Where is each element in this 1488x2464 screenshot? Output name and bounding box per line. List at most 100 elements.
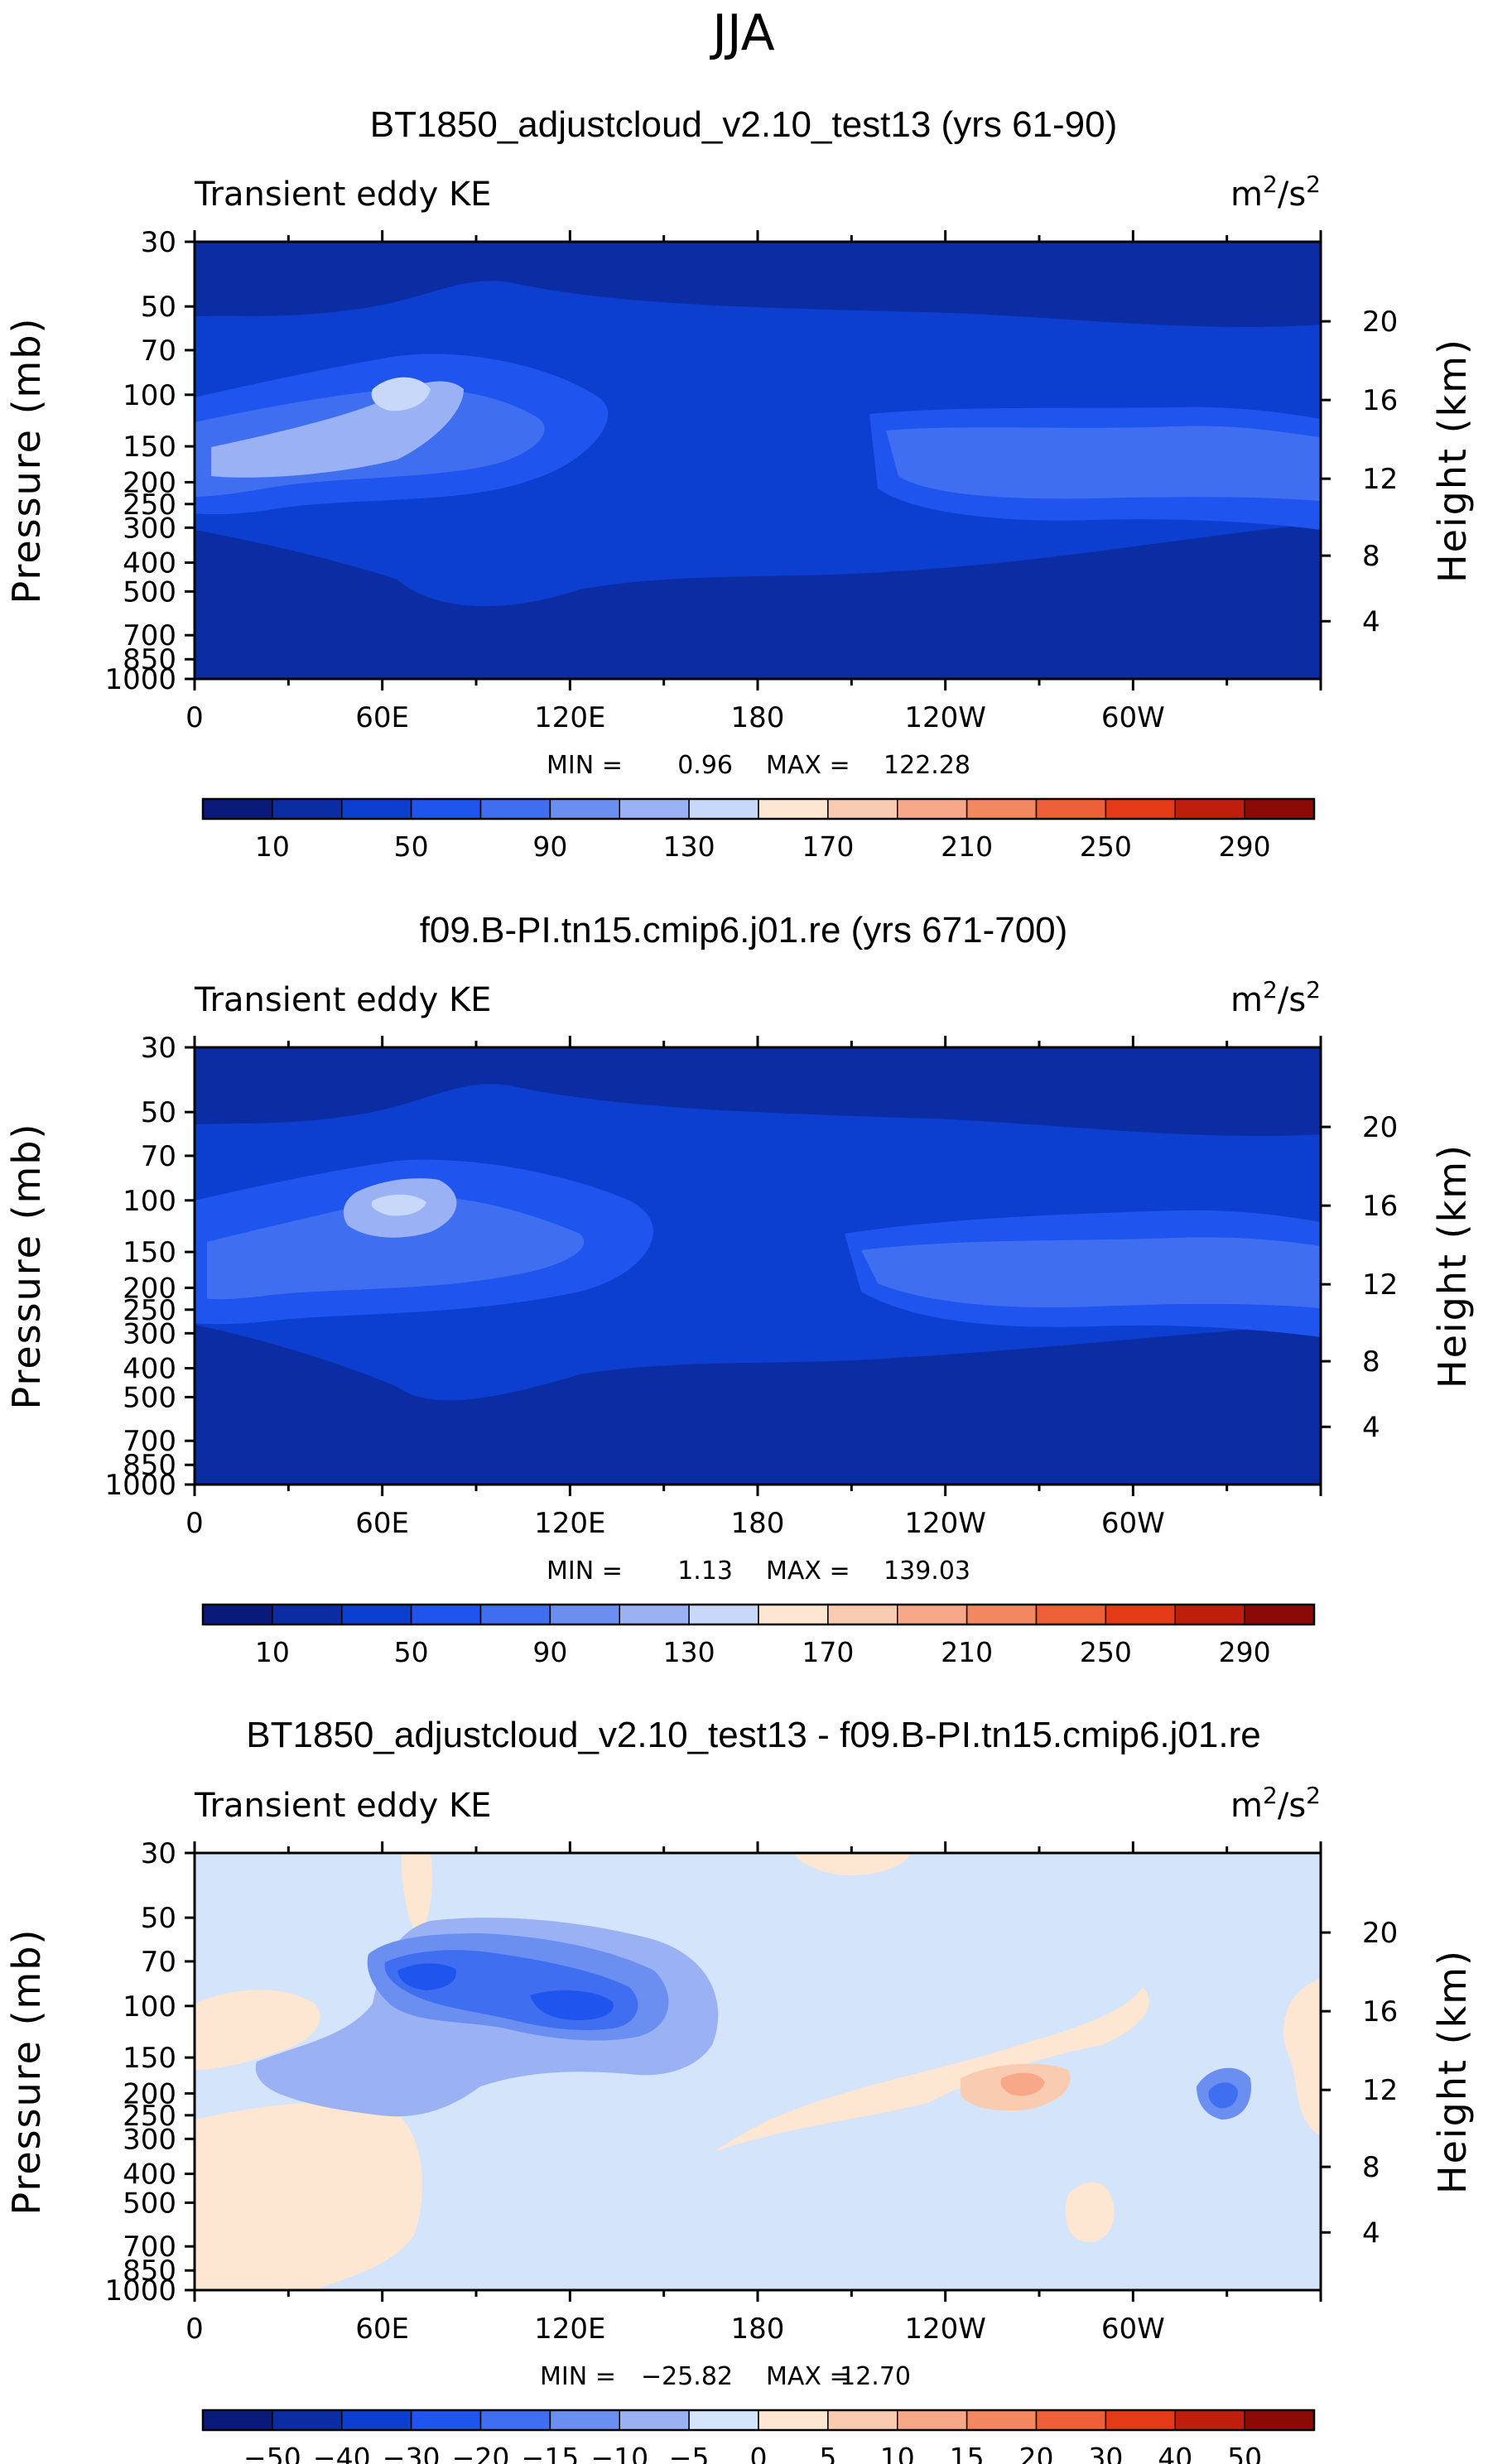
colorbar-label: −20 — [452, 2442, 510, 2464]
colorbar-label: 15 — [950, 2442, 985, 2464]
colorbar-box — [1244, 798, 1315, 820]
y-axis-label: Pressure (mb) — [4, 1123, 49, 1410]
contour-neg-20-b — [530, 1990, 614, 2020]
colorbar-label: 50 — [394, 1636, 429, 1668]
colorbar-box — [688, 798, 759, 820]
colorbar-box — [479, 798, 551, 820]
x-tick-label: 0 — [185, 701, 204, 734]
panel-title: f09.B-PI.tn15.cmip6.j01.re (yrs 671-700) — [420, 910, 1068, 950]
max-label: MAX = — [766, 2362, 850, 2391]
colorbar-label: 170 — [802, 1636, 854, 1668]
y-tick-label: 850 — [123, 2255, 176, 2288]
contour-positive-15 — [1000, 2072, 1045, 2096]
colorbar-box — [758, 1604, 829, 1625]
y2-tick-label: 16 — [1362, 1190, 1398, 1223]
y-tick-label: 1000 — [104, 2274, 176, 2308]
colorbar-box — [966, 1604, 1038, 1625]
y-tick-label: 200 — [123, 2077, 176, 2110]
contour-positive-top2 — [401, 1853, 432, 1937]
colorbar-box — [1105, 798, 1176, 820]
panel-variable: Transient eddy KE — [194, 981, 491, 1019]
y-tick-label: 1000 — [104, 663, 176, 696]
colorbar-box — [1035, 1604, 1107, 1625]
colorbar-box — [966, 2409, 1038, 2431]
y2-axis-label: Height (km) — [1430, 1143, 1475, 1388]
colorbar: 10 50 90 130 170 210 250 290 — [201, 1603, 1316, 1668]
x-tick-label: 120W — [904, 1507, 986, 1540]
colorbar: 10 50 90 130 170 210 250 290 — [201, 797, 1316, 863]
colorbar-label: 50 — [1227, 2442, 1262, 2464]
colorbar-box — [688, 2409, 759, 2431]
colorbar-label: 5 — [819, 2442, 836, 2464]
y-tick-label: 30 — [141, 226, 176, 259]
y-tick-label: 500 — [123, 2187, 176, 2220]
colorbar-label: −30 — [383, 2442, 441, 2464]
colorbar-label: −50 — [243, 2442, 301, 2464]
contour-field — [195, 242, 1321, 679]
y2-axis-label: Height (km) — [1430, 1949, 1475, 2194]
y-tick-label: 100 — [123, 1185, 176, 1218]
colorbar-label: 10 — [880, 2442, 915, 2464]
min-label: MIN = — [547, 751, 623, 780]
colorbar-label: 0 — [750, 2442, 768, 2464]
y-tick-label: 300 — [123, 1317, 176, 1350]
min-value: −25.82 — [641, 2362, 733, 2391]
y-tick-label: 70 — [141, 334, 176, 368]
x-tick-label: 120E — [534, 701, 605, 734]
colorbar-frame — [201, 797, 1316, 821]
colorbar-box — [1244, 2409, 1315, 2431]
y-axis-label: Pressure (mb) — [4, 317, 49, 604]
y-tick-label: 150 — [123, 1236, 176, 1269]
y-tick-label: 50 — [141, 291, 176, 324]
colorbar-box — [1174, 2409, 1245, 2431]
colorbar-label: 250 — [1080, 1636, 1132, 1668]
colorbar-box — [1174, 1604, 1245, 1625]
contour-jet-90-east — [861, 1237, 1321, 1308]
x-tick-label: 60E — [355, 2312, 409, 2346]
panel-units: m2/s2 — [1230, 976, 1321, 1019]
colorbar-box — [272, 798, 343, 820]
colorbar-frame — [201, 1603, 1316, 1626]
panel-units: m2/s2 — [1230, 171, 1321, 214]
contour-positive-lower — [195, 2101, 422, 2290]
y-tick-label: 150 — [123, 2042, 176, 2075]
y-tick-label: 850 — [123, 1449, 176, 1482]
min-value: 0.96 — [677, 751, 733, 780]
y-tick-label: 850 — [123, 643, 176, 676]
colorbar-frame — [201, 2409, 1316, 2432]
y-tick-label: 700 — [123, 2231, 176, 2264]
figure-suptitle: JJA — [709, 4, 774, 62]
colorbar-box — [619, 798, 690, 820]
x-tick-label: 60W — [1101, 701, 1165, 734]
max-value: 122.28 — [884, 751, 970, 780]
x-tick-label: 60E — [355, 1507, 409, 1540]
contour-lower-trop — [195, 523, 1321, 679]
colorbar-box — [202, 798, 273, 820]
panel-title: BT1850_adjustcloud_v2.10_test13 (yrs 61-… — [370, 104, 1118, 145]
min-label: MIN = — [540, 2362, 616, 2391]
colorbar-box — [202, 2409, 273, 2431]
y2-tick-label: 4 — [1362, 1411, 1380, 1444]
x-tick-label: 60W — [1101, 2312, 1165, 2346]
y2-tick-label: 8 — [1362, 2151, 1380, 2184]
y2-tick-label: 20 — [1362, 1111, 1398, 1144]
colorbar-box — [272, 2409, 343, 2431]
colorbar-label: 210 — [941, 830, 993, 863]
contour-jet-90-east — [886, 426, 1321, 501]
colorbar-label: 40 — [1158, 2442, 1192, 2464]
colorbar-label: 250 — [1080, 830, 1132, 863]
colorbar-box — [1244, 1604, 1315, 1625]
colorbar-label: 10 — [255, 1636, 290, 1668]
colorbar-box — [272, 1604, 343, 1625]
colorbar-box — [827, 1604, 898, 1625]
colorbar-label: 10 — [255, 830, 290, 863]
y-tick-label: 250 — [123, 488, 176, 522]
min-value: 1.13 — [677, 1557, 733, 1586]
y-tick-label: 150 — [123, 431, 176, 464]
colorbar-box — [758, 2409, 829, 2431]
y-tick-label: 700 — [123, 619, 176, 652]
contour-upper-strat — [195, 1047, 1321, 1137]
colorbar-box — [479, 2409, 551, 2431]
colorbar-box — [758, 798, 829, 820]
